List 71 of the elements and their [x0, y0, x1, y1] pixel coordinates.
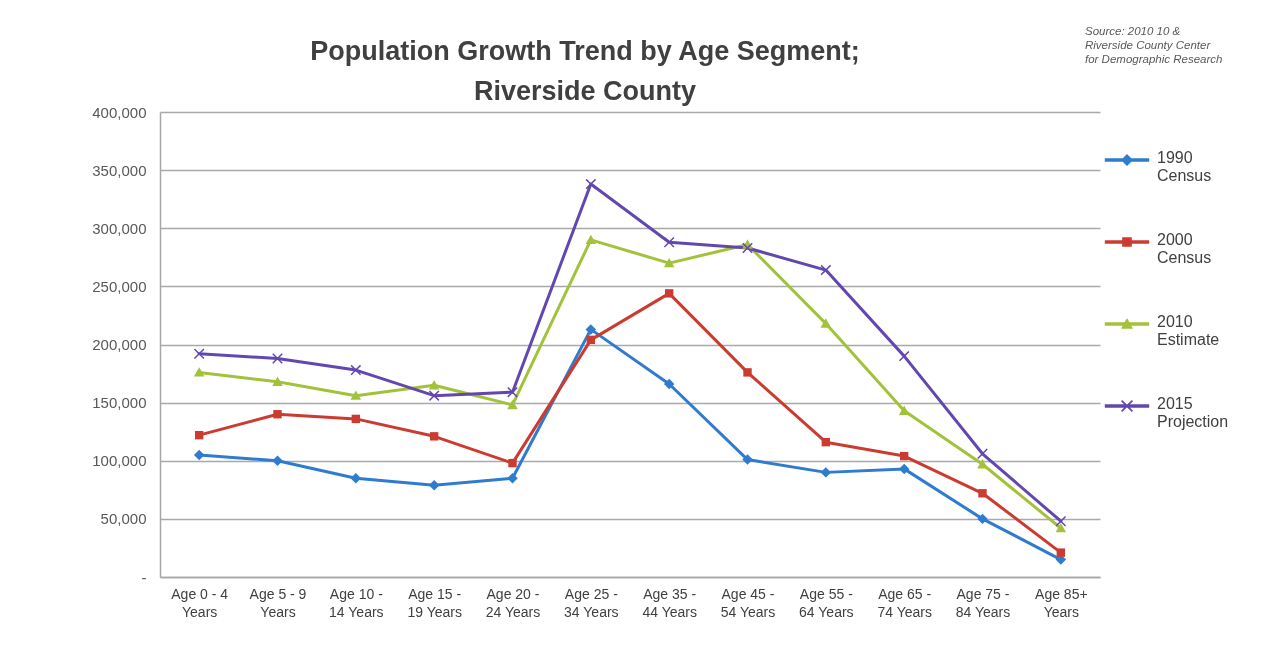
y-tick-label: 400,000: [92, 103, 147, 121]
x-tick-label: Age 35 - 44 Years: [642, 585, 697, 620]
point: [193, 367, 205, 377]
y-tick-label: 100,000: [92, 452, 147, 470]
x-tick-label: Age 65 - 74 Years: [877, 585, 932, 620]
point: [428, 379, 440, 390]
point: [272, 455, 283, 466]
legend-label: 2015 Projection: [1157, 395, 1229, 430]
point: [193, 348, 205, 360]
point: [821, 437, 831, 447]
point: [507, 399, 518, 410]
point: [351, 414, 361, 424]
point: [428, 479, 440, 491]
y-tick-label: 300,000: [92, 219, 147, 237]
point: [664, 289, 674, 298]
point: [977, 513, 988, 525]
point: [1055, 522, 1067, 533]
x-tick-label: Age 85+ Years: [1035, 585, 1088, 620]
point: [350, 472, 362, 484]
point: [585, 234, 597, 245]
chart-title: Population Growth Trend by Age Segment; Riverside County: [310, 36, 860, 106]
x-tick-label: Age 75 - 84 Years: [955, 585, 1011, 620]
point: [507, 472, 518, 484]
point: [350, 390, 362, 400]
y-tick-label: 200,000: [92, 336, 147, 353]
point: [1056, 548, 1066, 557]
point: [742, 242, 753, 254]
point: [742, 454, 753, 465]
source-note: Source: 2010 10 & Riverside County Center for Demographic Research: [1085, 25, 1223, 65]
x-tick-label: Age 0 - 4 Years: [171, 585, 229, 620]
point: [428, 390, 440, 401]
point: [663, 236, 675, 248]
point: [977, 448, 988, 460]
point: [978, 489, 987, 498]
y-tick-label: 250,000: [92, 277, 147, 295]
point: [585, 178, 597, 190]
legend-label: 1990 Census: [1157, 149, 1212, 184]
x-tick-label: Age 25 - 34 Years: [564, 585, 619, 620]
point: [820, 264, 832, 276]
point: [1055, 515, 1067, 527]
x-tick-label: Age 15 - 19 Years: [407, 585, 462, 620]
y-tick-label: -: [141, 568, 147, 586]
point: [585, 324, 597, 335]
x-tick-label: Age 20 - 24 Years: [485, 585, 541, 620]
point: [820, 318, 832, 328]
legend-label: 2000 Census: [1157, 231, 1212, 266]
point: [508, 458, 517, 468]
x-tick-label: Age 10 - 14 Years: [329, 585, 384, 620]
y-tick-label: 50,000: [100, 510, 147, 528]
x-tick-label: Age 5 - 9 Years: [249, 585, 307, 620]
point: [350, 364, 362, 376]
point: [272, 353, 283, 364]
point: [429, 432, 439, 441]
point: [899, 451, 909, 461]
point: [194, 430, 204, 440]
point: [977, 458, 988, 469]
point: [193, 449, 205, 461]
y-tick-label: 150,000: [92, 394, 147, 412]
point: [507, 386, 518, 398]
point: [272, 376, 283, 386]
x-tick-label: Age 45 - 54 Years: [720, 585, 776, 620]
point: [743, 368, 752, 377]
y-tick-label: 350,000: [92, 161, 147, 179]
point: [586, 335, 596, 345]
point: [663, 378, 675, 390]
point: [898, 350, 910, 362]
point: [663, 257, 675, 268]
point: [820, 467, 832, 478]
legend-label: 2010 Estimate: [1157, 313, 1220, 348]
point: [273, 410, 282, 419]
x-tick-label: Age 55 - 64 Years: [799, 585, 854, 620]
